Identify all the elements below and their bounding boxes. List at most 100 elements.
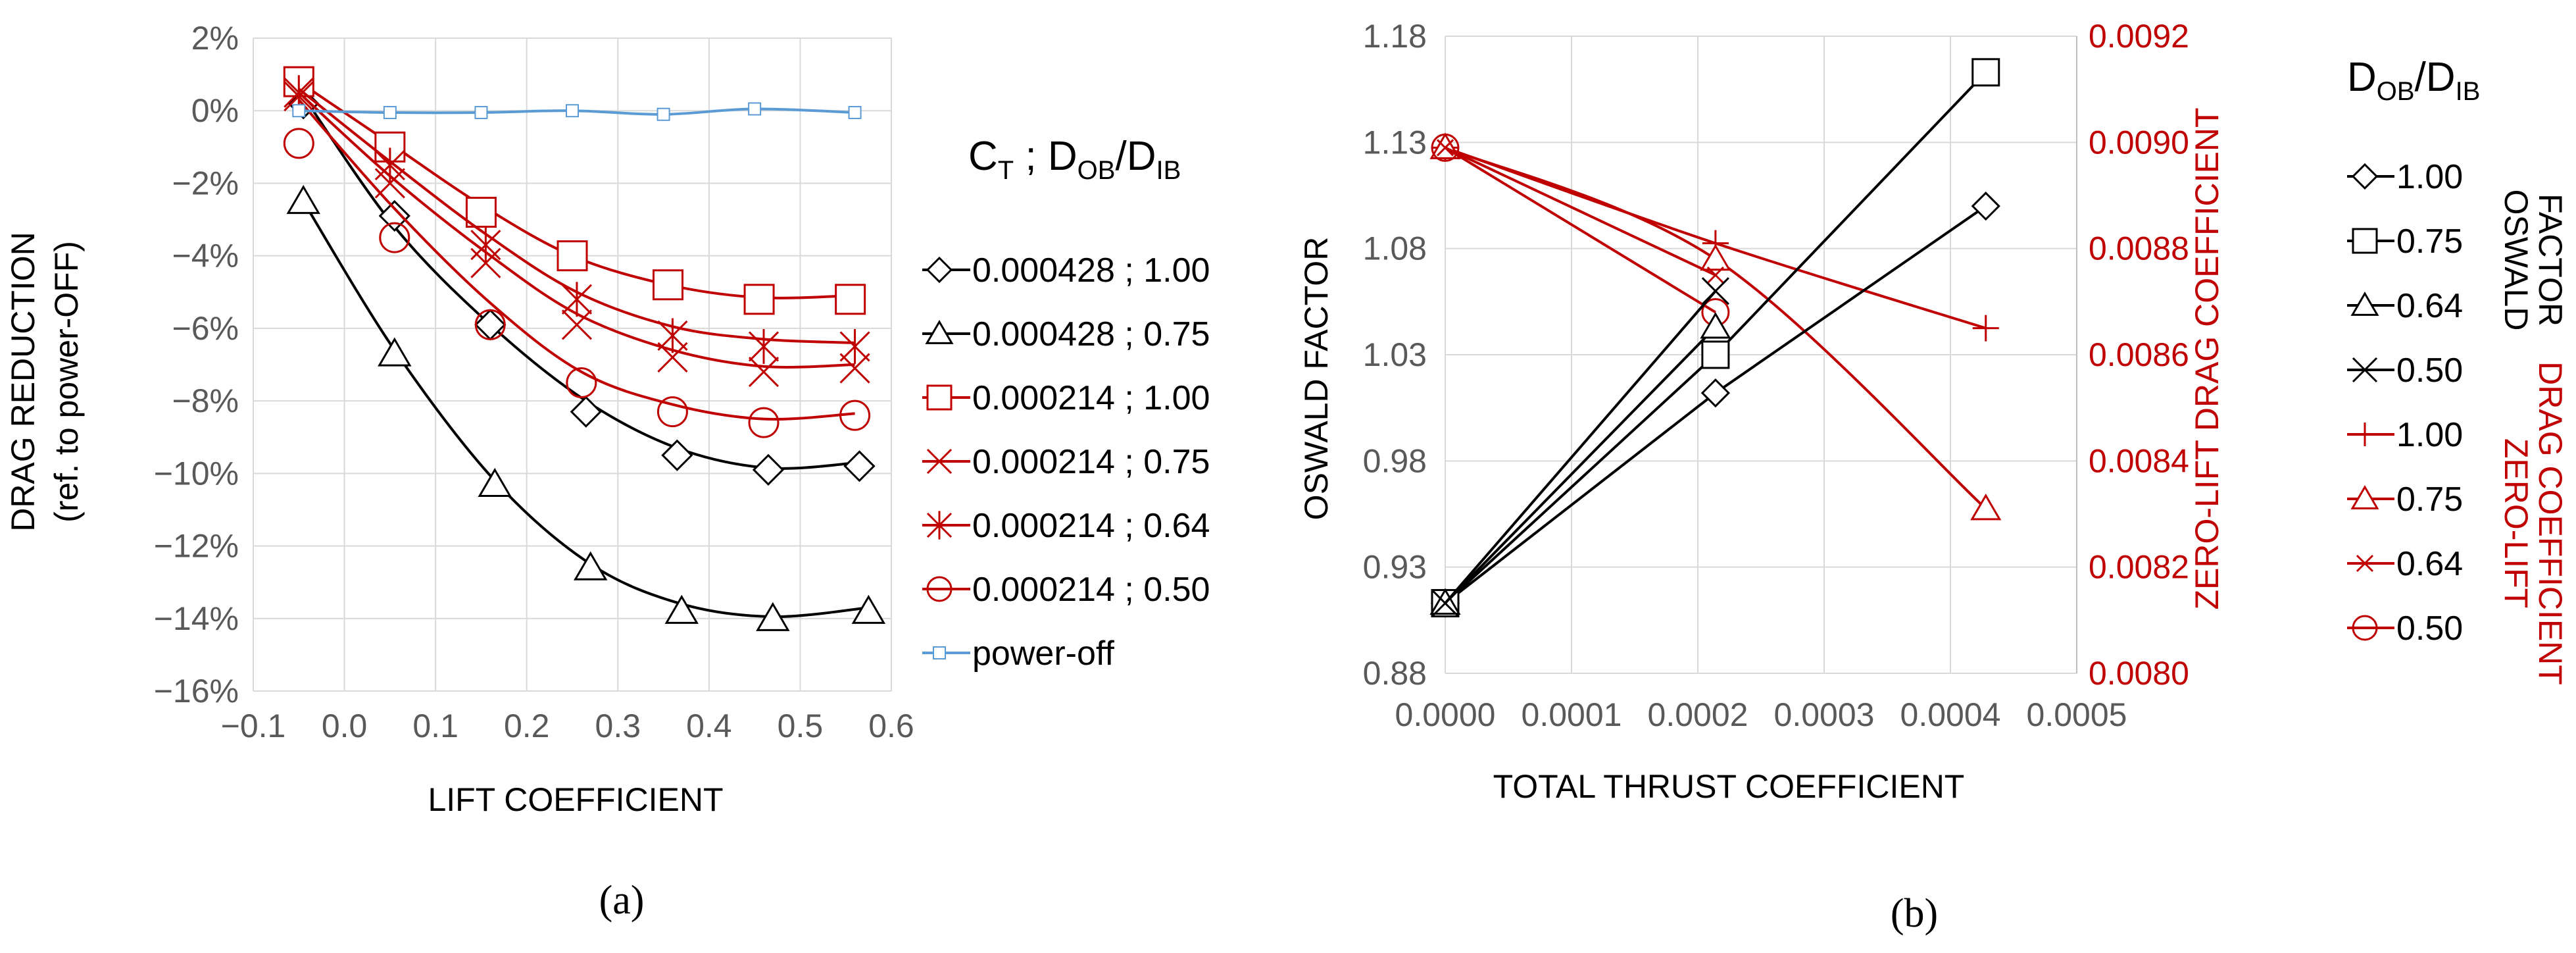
chart-a-legend-marker — [925, 320, 954, 344]
chart-b-y-left-tick-label: 1.18 — [1363, 18, 1427, 55]
chart-a-legend-label: 0.000214 ; 0.75 — [972, 443, 1210, 481]
chart-b-legend-marker — [2350, 292, 2379, 316]
chart-a-legend-marker — [926, 384, 953, 411]
chart-b-legend-marker — [2352, 357, 2378, 383]
chart-a-data-point — [839, 399, 871, 431]
chart-a-data-point — [657, 342, 688, 373]
chart-a-data-point — [478, 467, 512, 497]
chart-b-legend-entry-1: 0.75 — [2347, 222, 2463, 261]
chart-b-oswald-line — [1444, 326, 1717, 604]
chart-a-y-tick-label: −2% — [172, 165, 239, 201]
chart-a-data-point — [570, 396, 602, 428]
legend-title-d: D — [2347, 55, 2377, 100]
chart-b-x-tick-label: 0.0000 — [1395, 696, 1496, 733]
legend-side-oswald-line2: FACTOR — [2532, 193, 2569, 326]
chart-a-data-point — [383, 105, 397, 119]
chart-b-legend-entry-7: 0.50 — [2347, 609, 2463, 648]
chart-a-legend: 0.000428 ; 1.00 0.000428 ; 0.75 0.000214 ;… — [922, 251, 1210, 673]
chart-b-cd0-point — [1700, 244, 1731, 271]
chart-b-cd0-point — [1970, 493, 2002, 521]
chart-a-data-point — [653, 269, 683, 301]
chart-a-data-point — [748, 356, 780, 388]
chart-a-legend-entry-3: 0.000214 ; 0.75 — [922, 443, 1210, 481]
chart-a-data-point — [378, 199, 410, 232]
chart-a-data-point — [474, 105, 488, 119]
chart-b-legend-entry-0: 1.00 — [2347, 158, 2463, 196]
chart-b-series — [1429, 58, 2002, 618]
chart-a-data-point — [839, 353, 870, 384]
chart-b-cd0-point — [1706, 266, 1724, 284]
chart-b-cd0-point — [1431, 133, 1460, 162]
chart-a-data-point — [743, 284, 775, 315]
legend-title-sub-ib: IB — [2456, 77, 2481, 106]
chart-a-ylabel-line2: (ref. to power-OFF) — [48, 241, 85, 523]
chart-a-legend-marker — [926, 256, 953, 284]
chart-b-x-tick-label: 0.0005 — [2027, 696, 2127, 733]
chart-a-data-point — [465, 197, 497, 228]
chart-b-y-left-tick-label: 1.03 — [1363, 336, 1427, 373]
legend-side-cd-line1: ZERO-LIFT — [2498, 438, 2535, 608]
chart-b-cd0-point — [1972, 315, 1999, 342]
legend-title-sub-ob: OB — [2377, 77, 2415, 106]
chart-a-legend-entry-4: 0.000214 ; 0.64 — [922, 507, 1210, 545]
chart-a-x-tick-label: 0.1 — [412, 708, 458, 744]
chart-b-cd0-line — [1445, 146, 1716, 276]
legend-title-slash: /D — [2415, 55, 2456, 100]
chart-b-cd0-line — [1444, 146, 1716, 314]
chart-b-y-ticks-right: 0.0092 0.0090 0.0088 0.0086 0.0084 0.0082 0.00… — [2089, 18, 2189, 692]
chart-b-x-ticks: 0.0000 0.0001 0.0002 0.0003 0.0004 0.0005 — [1395, 696, 2127, 733]
chart-a-data-point — [656, 107, 670, 121]
chart-a-data-point — [574, 551, 608, 580]
chart-b-ylabel-left: OSWALD FACTOR — [1298, 237, 1335, 521]
chart-b-legend-label: 0.50 — [2396, 609, 2463, 648]
chart-b-legend-marker — [2351, 163, 2379, 190]
chart-a-data-point — [661, 439, 693, 471]
chart-b-xlabel: TOTAL THRUST COEFFICIENT — [1493, 768, 1965, 805]
legend-side-cd-line2: DRAG COEFFICIENT — [2532, 361, 2569, 685]
chart-a-data-point — [374, 147, 405, 183]
chart-b-gridlines — [1445, 36, 2077, 674]
chart-a-data-point — [474, 309, 506, 340]
chart-a-data-point — [561, 282, 592, 317]
legend-title-mid: ; D — [1014, 134, 1077, 179]
chart-a-data-point — [843, 450, 876, 482]
chart-a-legend-marker — [933, 646, 946, 659]
chart-b-oswald-series-3 — [1431, 277, 1729, 617]
chart-b-legend-marker — [2350, 485, 2379, 509]
chart-a-y-tick-label: −14% — [154, 600, 239, 637]
chart-a-data-point — [566, 104, 579, 118]
chart-a-data-point — [292, 104, 306, 118]
chart-a-data-point — [851, 594, 886, 624]
chart-b-y-ticks-left: 1.18 1.13 1.08 1.03 0.98 0.93 0.88 — [1363, 18, 1427, 692]
chart-a-legend-title: CT ; DOB/DIB — [968, 134, 1181, 185]
chart-a-data-point — [752, 453, 785, 486]
chart-b-legend-entry-4: 1.00 — [2347, 416, 2463, 454]
chart-b-legend-marker — [2356, 554, 2374, 573]
chart-a-y-tick-label: −16% — [154, 673, 239, 709]
chart-a-data-point — [835, 284, 866, 315]
chart-a-legend-marker — [926, 576, 953, 602]
chart-b-oswald-point — [1700, 312, 1731, 339]
chart-a-legend-entry-5: 0.000214 ; 0.50 — [922, 571, 1210, 609]
legend-side-oswald-line1: OSWALD — [2498, 190, 2535, 331]
chart-b-oswald-point — [1701, 277, 1729, 305]
chart-a-data-point — [286, 185, 320, 215]
chart-b-y-right-tick-label: 0.0090 — [2089, 124, 2189, 161]
chart-a-x-tick-label: 0.3 — [595, 708, 641, 744]
chart-b-legend-entry-3: 0.50 — [2347, 351, 2463, 390]
chart-b-y-right-tick-label: 0.0080 — [2089, 655, 2189, 692]
chart-b-legend-label: 0.64 — [2396, 545, 2463, 583]
chart-a-y-tick-label: −8% — [172, 382, 239, 419]
chart-a-gridlines — [253, 38, 892, 692]
chart-b-oswald-point — [1701, 340, 1730, 369]
chart-a-series-5 — [283, 99, 871, 438]
chart-b-legend: 1.00 0.75 0.64 0.50 1.00 0.75 0.64 0.50 — [2347, 158, 2463, 648]
chart-b-x-tick-label: 0.0002 — [1648, 696, 1748, 733]
chart-a-x-tick-label: 0.5 — [778, 708, 824, 744]
chart-a-data-point — [748, 329, 780, 364]
chart-a-data-point — [378, 337, 412, 367]
chart-a-y-ticks: 2% 0% −2% −4% −6% −8% −10% −12% −14% −16% — [154, 20, 239, 709]
chart-b-legend-label: 0.75 — [2396, 480, 2463, 519]
legend-title-sub-ob: OB — [1077, 156, 1116, 185]
chart-b-y-left-tick-label: 0.98 — [1363, 442, 1427, 479]
